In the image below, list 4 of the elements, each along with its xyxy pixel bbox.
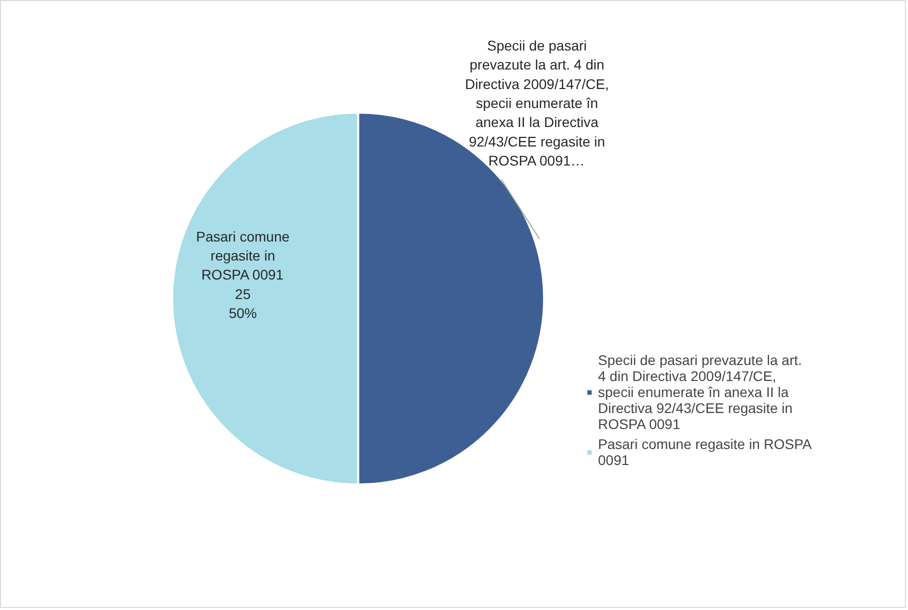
data-label: Pasari comune regasite in ROSPA 0091 25 50%	[196, 228, 290, 322]
data-label: Specii de pasari prevazute la art. 4 din Directiva 2009/147/CE, specii enumerate în anexa II la Directiva 92/43/CEE regasite in ROSPA 0091…	[464, 37, 609, 169]
legend-label: Specii de pasari prevazute la art. 4 din Directiva 2009/147/CE, specii enumerate în anexa II la Directiva 92/43/CEE regasite in ROSPA 0091	[598, 352, 802, 432]
legend-label: Pasari comune regasite in ROSPA 0091	[598, 436, 812, 468]
